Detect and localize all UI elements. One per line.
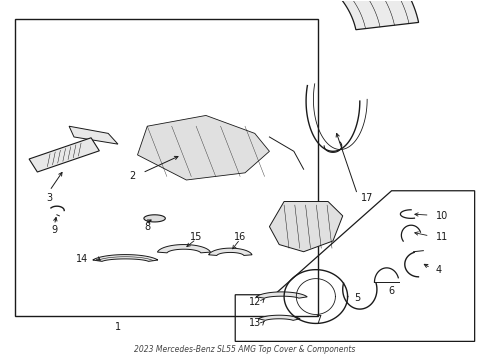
Text: 17: 17 [361,193,373,203]
Polygon shape [69,126,118,144]
Text: 5: 5 [354,293,361,303]
Text: 7: 7 [315,315,321,325]
Polygon shape [157,244,211,253]
Polygon shape [29,138,99,172]
Text: 6: 6 [389,286,394,296]
Bar [15,19,318,316]
Text: 1: 1 [115,322,121,332]
Text: 15: 15 [190,232,202,242]
Polygon shape [209,248,252,256]
Text: 2: 2 [129,171,136,181]
Text: 12: 12 [248,297,261,307]
Polygon shape [256,292,307,298]
Text: 3: 3 [47,193,52,203]
Text: 9: 9 [51,225,57,235]
Polygon shape [138,116,270,180]
Text: 4: 4 [436,265,441,275]
Text: 16: 16 [234,232,246,242]
Text: 8: 8 [144,222,150,231]
Text: 2023 Mercedes-Benz SL55 AMG Top Cover & Components: 2023 Mercedes-Benz SL55 AMG Top Cover & … [134,345,356,354]
Polygon shape [93,255,158,261]
Polygon shape [258,315,300,320]
Text: 10: 10 [436,211,448,221]
Polygon shape [270,202,343,252]
Polygon shape [92,0,418,30]
Text: 14: 14 [76,254,89,264]
Text: 13: 13 [248,319,261,328]
Polygon shape [144,215,165,222]
Text: 11: 11 [436,232,448,242]
